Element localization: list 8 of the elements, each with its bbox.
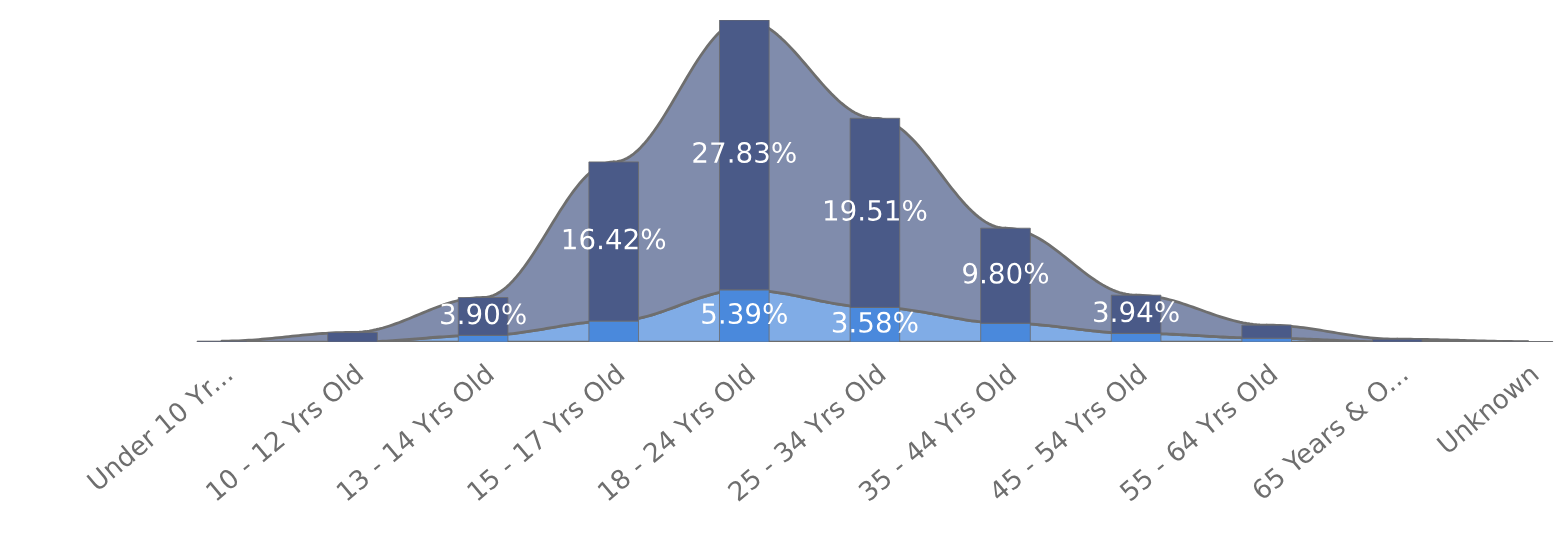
data-label: 27.83% — [693, 142, 796, 164]
data-label: 3.58% — [832, 311, 918, 333]
data-label: 19.51% — [825, 199, 927, 221]
data-label: 3.94% — [1094, 301, 1179, 323]
data-label: 5.39% — [702, 303, 787, 325]
data-label: 9.80% — [963, 262, 1049, 284]
data-label: 16.42% — [563, 228, 666, 250]
data-label: 3.90% — [441, 303, 526, 325]
